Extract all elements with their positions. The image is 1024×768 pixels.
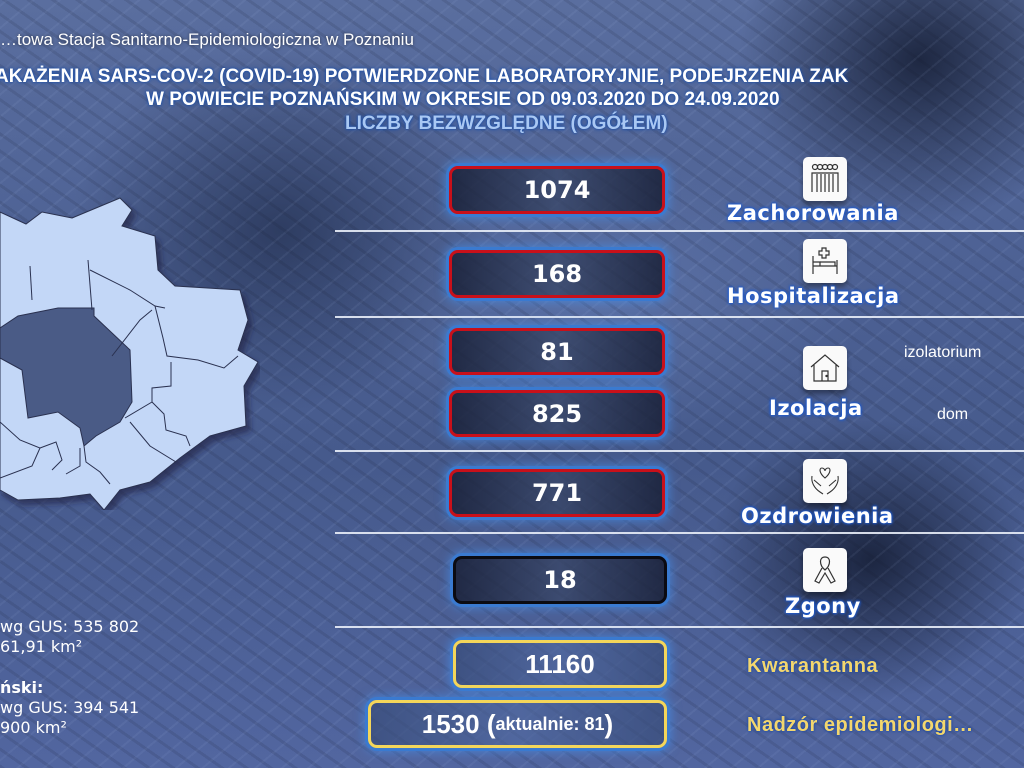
county-heading: ński: <box>0 678 44 697</box>
zgony-value-box: 18 <box>453 556 667 604</box>
hands-heart-icon <box>803 459 847 503</box>
kwarantanna-value-box: 11160 <box>453 640 667 688</box>
hospitalizacja-value-box: 168 <box>449 250 665 298</box>
area-city: 61,91 km² <box>0 637 83 656</box>
house-icon <box>803 346 847 390</box>
row-divider <box>335 450 1024 452</box>
ozdrowienia-value: 771 <box>531 479 583 507</box>
nadzor-label: Nadzór epidemiologi… <box>747 714 974 736</box>
ribbon-icon <box>803 548 847 592</box>
zachorowania-value-box: 1074 <box>449 166 665 214</box>
row-divider <box>335 532 1024 534</box>
kwarantanna-label: Kwarantanna <box>747 655 879 677</box>
dom-label: dom <box>937 406 969 423</box>
izolacja-label: Izolacja <box>769 396 863 420</box>
poznan-city-region <box>0 307 133 447</box>
nadzor-open-paren: ( <box>479 708 496 739</box>
area-county: 900 km² <box>0 718 67 737</box>
zgony-label: Zgony <box>785 594 861 618</box>
nadzor-value: 1530 <box>421 708 480 739</box>
dom-value: 825 <box>531 399 583 428</box>
hospitalizacja-label: Hospitalizacja <box>727 284 900 308</box>
row-divider <box>335 230 1024 232</box>
title-line-3: LICZBY BEZWZGLĘDNE (OGÓŁEM) <box>345 113 668 134</box>
zachorowania-value: 1074 <box>523 176 591 204</box>
people-group-icon <box>803 157 847 201</box>
nadzor-value-box: 1530 (aktualnie: 81) <box>368 700 667 748</box>
zgony-value: 18 <box>543 566 577 594</box>
population-county: wg GUS: 394 541 <box>0 698 140 717</box>
row-divider <box>335 626 1024 628</box>
title-line-2: W POWIECIE POZNAŃSKIM W OKRESIE OD 09.03… <box>146 89 780 110</box>
hospitalizacja-value: 168 <box>531 260 583 288</box>
population-city: wg GUS: 535 802 <box>0 617 140 636</box>
izolatorium-value-box: 81 <box>449 328 665 375</box>
nadzor-current: aktualnie: 81 <box>495 713 605 734</box>
ozdrowienia-label: Ozdrowienia <box>741 504 894 528</box>
nadzor-close-paren: ) <box>604 708 614 739</box>
row-divider <box>335 316 1024 318</box>
ozdrowienia-value-box: 771 <box>449 469 665 517</box>
zachorowania-label: Zachorowania <box>727 201 899 225</box>
izolatorium-value: 81 <box>540 337 574 366</box>
kwarantanna-value: 11160 <box>525 648 595 679</box>
dom-value-box: 825 <box>449 390 665 437</box>
hospital-bed-icon <box>803 239 847 283</box>
title-line-1: AKAŻENIA SARS-COV-2 (COVID-19) POTWIERDZ… <box>0 66 849 87</box>
izolatorium-label: izolatorium <box>904 344 982 361</box>
organization-name: …towa Stacja Sanitarno-Epidemiologiczna … <box>0 30 414 49</box>
county-map <box>0 197 259 510</box>
